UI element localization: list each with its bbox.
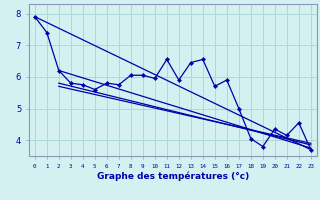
X-axis label: Graphe des températures (°c): Graphe des températures (°c): [97, 171, 249, 181]
